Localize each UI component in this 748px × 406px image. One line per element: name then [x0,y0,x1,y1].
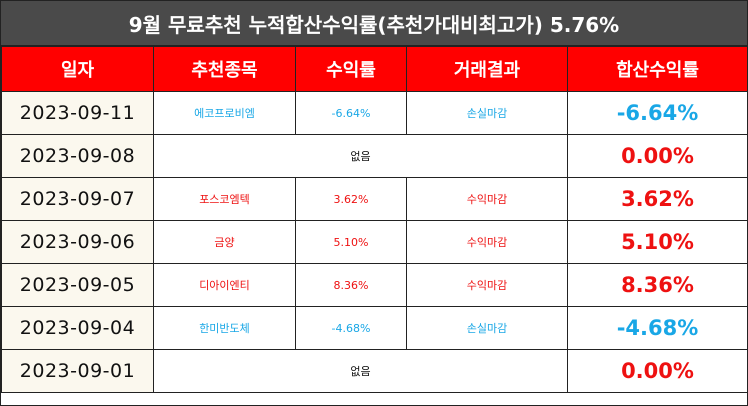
table-row: 2023-09-11 에코프로비엠 -6.64% 손실마감 -6.64% [1,91,748,135]
row-total-return: 0.00% [567,349,748,393]
row-total-return: -6.64% [567,91,748,135]
row-return: 3.62% [295,177,407,221]
row-no-recommendation: 없음 [153,134,568,178]
row-result: 손실마감 [406,306,568,350]
row-result: 수익마감 [406,220,568,264]
table-row: 2023-09-06 금양 5.10% 수익마감 5.10% [1,220,748,264]
row-return: -6.64% [295,91,407,135]
row-date: 2023-09-07 [1,177,154,221]
row-no-recommendation: 없음 [153,349,568,393]
row-date: 2023-09-01 [1,349,154,393]
page-title: 9월 무료추천 누적합산수익률(추천가대비최고가) 5.76% [1,1,747,46]
row-date: 2023-09-06 [1,220,154,264]
row-date: 2023-09-04 [1,306,154,350]
row-total-return: -4.68% [567,306,748,350]
row-return: 8.36% [295,263,407,307]
table-row: 2023-09-07 포스코엠텍 3.62% 수익마감 3.62% [1,177,748,221]
row-date: 2023-09-05 [1,263,154,307]
table-row: 2023-09-04 한미반도체 -4.68% 손실마감 -4.68% [1,306,748,350]
row-return: -4.68% [295,306,407,350]
row-date: 2023-09-11 [1,91,154,135]
row-total-return: 5.10% [567,220,748,264]
row-result: 수익마감 [406,263,568,307]
table-row: 2023-09-01 없음 0.00% [1,349,748,393]
row-total-return: 0.00% [567,134,748,178]
row-stock: 디아이엔티 [153,263,296,307]
row-return: 5.10% [295,220,407,264]
row-stock: 에코프로비엠 [153,91,296,135]
table-row: 2023-09-08 없음 0.00% [1,134,748,178]
header-stock: 추천종목 [153,46,296,92]
row-stock: 포스코엠텍 [153,177,296,221]
row-stock: 한미반도체 [153,306,296,350]
row-stock: 금양 [153,220,296,264]
header-result: 거래결과 [406,46,568,92]
row-total-return: 8.36% [567,263,748,307]
table-row: 2023-09-05 디아이엔티 8.36% 수익마감 8.36% [1,263,748,307]
row-result: 손실마감 [406,91,568,135]
table-header-row: 일자 추천종목 수익률 거래결과 합산수익률 [1,46,748,92]
row-result: 수익마감 [406,177,568,221]
header-date: 일자 [1,46,154,92]
results-table: 일자 추천종목 수익률 거래결과 합산수익률 2023-09-11 에코프로비엠… [1,46,748,393]
header-total-return: 합산수익률 [567,46,748,92]
row-total-return: 3.62% [567,177,748,221]
row-date: 2023-09-08 [1,134,154,178]
header-return: 수익률 [295,46,407,92]
